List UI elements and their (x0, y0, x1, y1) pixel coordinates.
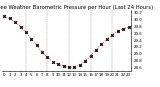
Title: Milwaukee Weather Barometric Pressure per Hour (Last 24 Hours): Milwaukee Weather Barometric Pressure pe… (0, 5, 154, 10)
